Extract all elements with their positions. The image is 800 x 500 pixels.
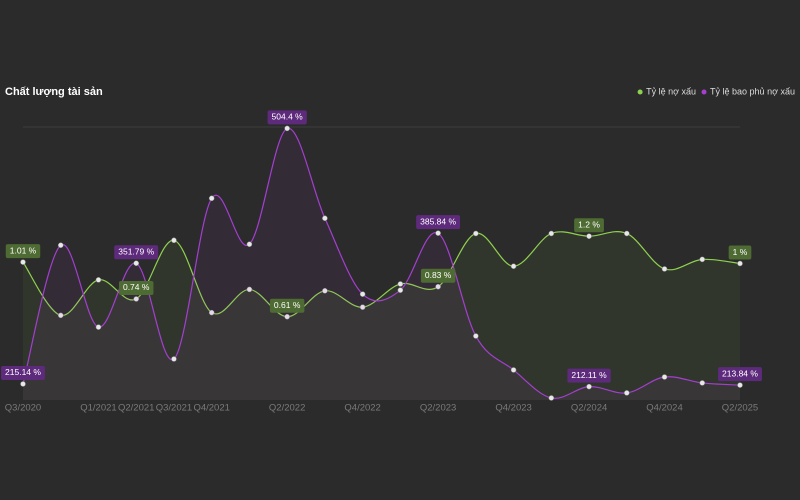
data-point (20, 381, 26, 387)
value-label: 1.01 % (5, 244, 41, 259)
data-point (397, 287, 404, 293)
value-label-box (5, 244, 41, 259)
legend-swatch (637, 89, 643, 95)
value-label: 504.4 % (267, 110, 307, 125)
data-point (473, 333, 479, 339)
x-tick-label: Q1/2021 (80, 403, 116, 414)
value-label-box (420, 268, 456, 283)
value-label-text: 385.84 % (420, 216, 456, 226)
value-label-box (269, 298, 305, 313)
x-tick-label: Q2/2023 (420, 403, 456, 414)
value-label: 0.61 % (269, 298, 305, 313)
data-point (133, 260, 139, 266)
data-point (284, 125, 290, 132)
value-label: 1.2 % (574, 218, 604, 233)
x-tick-label: Q4/2024 (646, 403, 682, 414)
x-tick-label: Q3/2021 (156, 403, 192, 414)
data-point (699, 380, 706, 386)
data-point (586, 233, 592, 239)
data-point (246, 241, 253, 247)
value-label-text: 1.01 % (10, 245, 37, 255)
data-point (624, 230, 630, 237)
data-point (624, 390, 630, 396)
value-label: 213.84 % (718, 367, 762, 382)
value-label-box (574, 218, 604, 233)
value-label-text: 213.84 % (722, 368, 758, 378)
legend-label: Tỷ lệ bao phủ nợ xấu (710, 86, 795, 96)
data-point (95, 324, 102, 330)
data-point (322, 288, 328, 294)
data-point (661, 266, 668, 272)
series-area (23, 231, 740, 400)
value-label-box (416, 215, 461, 230)
data-point (208, 195, 215, 202)
value-label-text: 1.2 % (578, 219, 600, 229)
data-point (133, 296, 139, 302)
x-tick-label: Q4/2023 (495, 403, 531, 414)
data-point (435, 230, 441, 236)
x-tick-label: Q2/2021 (118, 403, 154, 414)
value-label-text: 212.11 % (571, 370, 607, 380)
legend-label: Tỷ lệ nợ xấu (646, 86, 696, 96)
chart-title: Chất lượng tài sản (5, 86, 103, 98)
value-label: 0.74 % (118, 280, 154, 295)
x-tick-label: Q4/2021 (193, 403, 229, 414)
value-label-box (567, 368, 611, 383)
data-point (586, 383, 592, 390)
data-point (20, 259, 26, 265)
series-line (22, 127, 741, 399)
data-point (548, 230, 555, 237)
value-label: 385.84 % (416, 215, 461, 230)
data-point (661, 374, 668, 380)
x-tick-label: Q2/2025 (722, 403, 758, 414)
value-label-box (718, 367, 762, 382)
value-label: 212.11 % (567, 368, 611, 383)
data-point (246, 286, 253, 293)
value-label-box (267, 110, 307, 125)
value-label: 351.79 % (114, 245, 159, 260)
series-line (22, 230, 741, 318)
data-point (322, 215, 328, 222)
value-label-box (728, 245, 752, 260)
data-point (57, 312, 64, 319)
value-label-text: 0.74 % (123, 282, 150, 292)
value-label-text: 0.61 % (274, 300, 301, 310)
data-point (95, 277, 102, 283)
x-tick-label: Q2/2022 (269, 403, 305, 414)
value-label-box (114, 245, 159, 260)
data-point (397, 281, 404, 287)
value-label-box (1, 365, 45, 380)
data-point (208, 309, 215, 316)
value-label-text: 215.14 % (5, 367, 41, 377)
value-label-box (118, 280, 154, 295)
x-tick-label: Q4/2022 (344, 403, 380, 414)
data-point (171, 237, 177, 244)
series-area (23, 128, 740, 401)
value-label-text: 0.83 % (425, 270, 452, 280)
data-point (473, 230, 479, 237)
value-label-text: 351.79 % (118, 246, 154, 256)
data-point (359, 304, 366, 310)
data-point (510, 367, 517, 373)
value-label-text: 1 % (733, 247, 748, 257)
data-point (548, 395, 555, 401)
data-point (510, 263, 517, 269)
legend-swatch (701, 89, 707, 95)
data-point (57, 242, 64, 248)
data-point (359, 291, 366, 297)
x-tick-label: Q3/2020 (5, 403, 41, 414)
x-tick-label: Q2/2024 (571, 403, 607, 414)
data-point (171, 356, 177, 362)
data-point (699, 256, 706, 263)
data-point (435, 283, 441, 290)
data-point (737, 260, 743, 267)
data-point (737, 382, 743, 388)
value-label: 215.14 % (1, 365, 45, 380)
value-label: 1 % (728, 245, 752, 260)
data-point (284, 313, 290, 320)
value-label: 0.83 % (420, 268, 456, 283)
value-label-text: 504.4 % (272, 112, 304, 122)
